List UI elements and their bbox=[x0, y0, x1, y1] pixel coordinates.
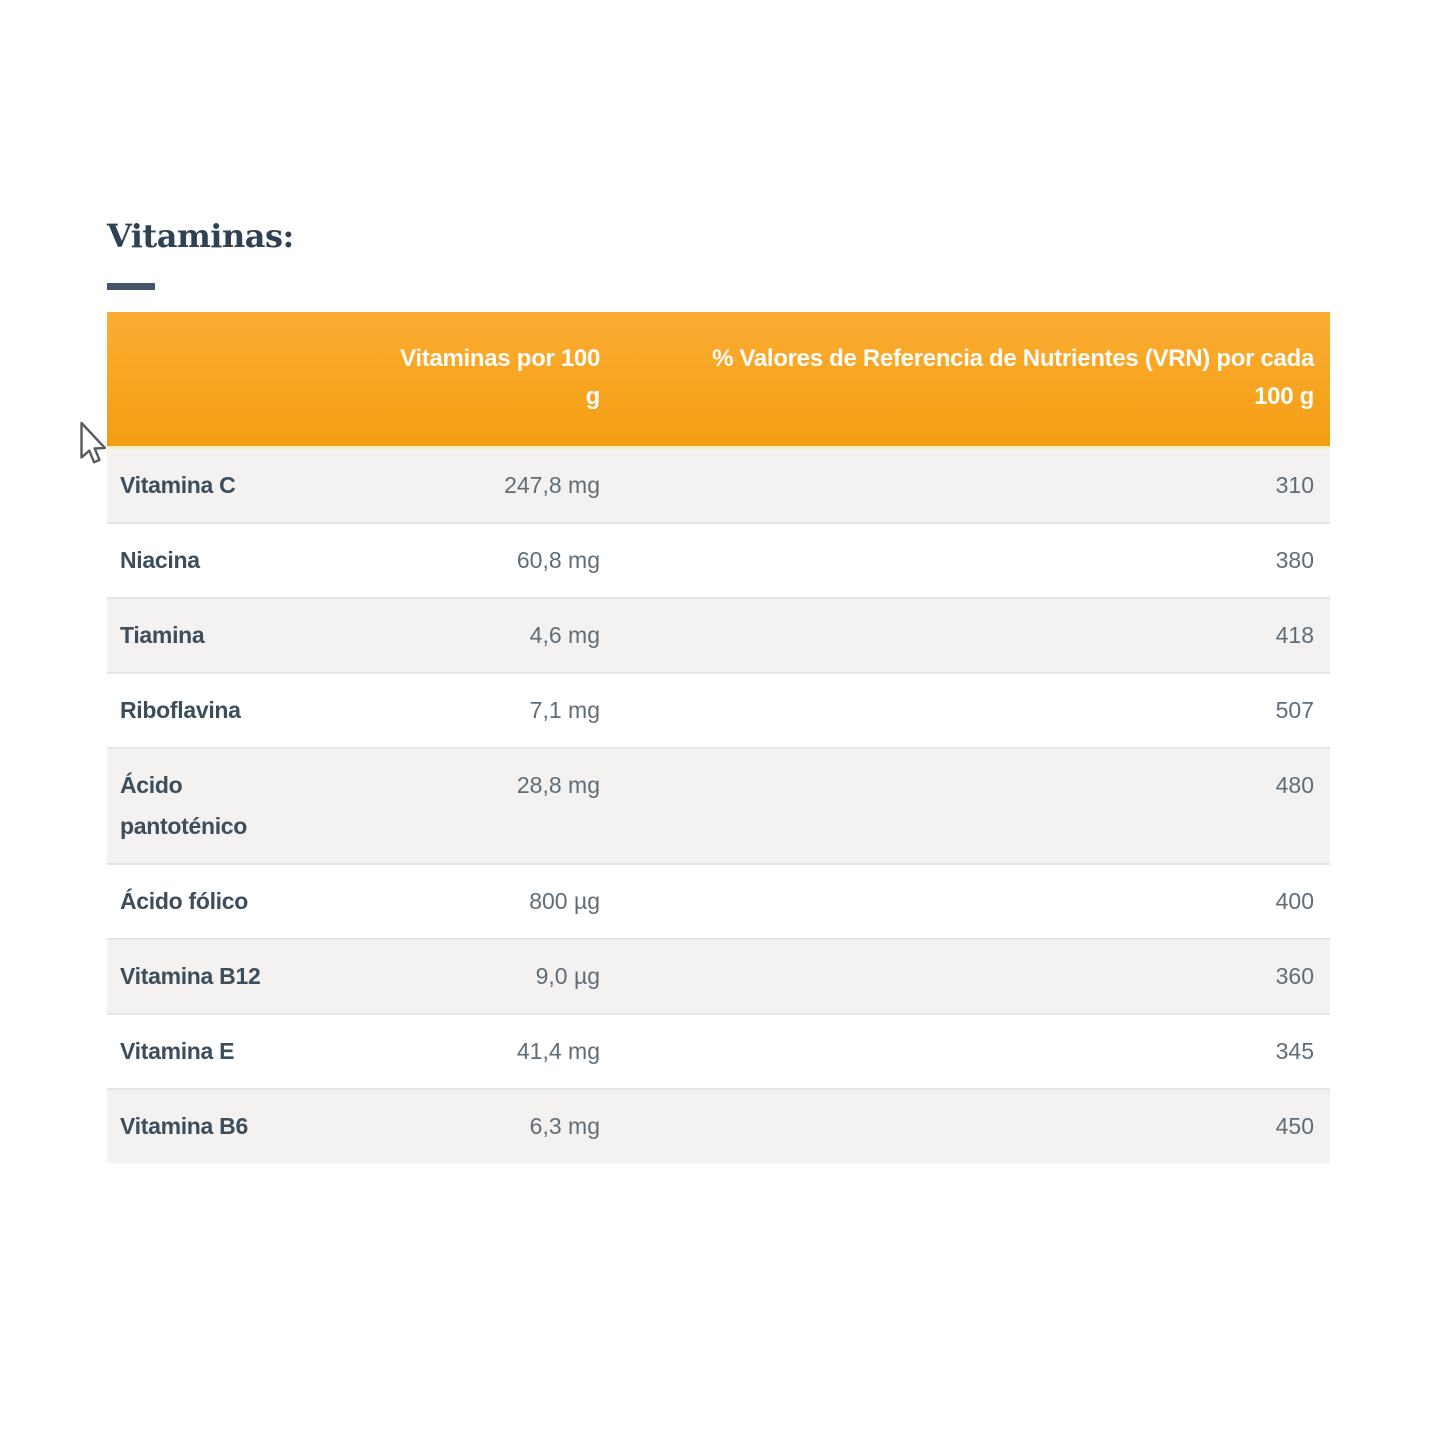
vitamins-table-body: Vitamina C 247,8 mg 310 Niacina 60,8 mg … bbox=[107, 445, 1330, 1163]
table-row: Tiamina 4,6 mg 418 bbox=[107, 596, 1330, 672]
table-row: Niacina 60,8 mg 380 bbox=[107, 521, 1330, 597]
vitamin-vrn-cell: 380 bbox=[600, 521, 1330, 597]
vitamin-name-cell: Vitamina C bbox=[107, 445, 357, 522]
vitamin-name-cell: Niacina bbox=[107, 521, 357, 597]
vitamin-vrn-cell: 418 bbox=[600, 596, 1330, 672]
vitamins-table: Vitaminas por 100 g % Valores de Referen… bbox=[107, 311, 1330, 1163]
vitamin-name-cell: Vitamina B6 bbox=[107, 1087, 357, 1163]
vitamin-vrn-cell: 450 bbox=[600, 1087, 1330, 1163]
vitamin-name-cell: Tiamina bbox=[107, 596, 357, 672]
table-row: Vitamina B12 9,0 µg 360 bbox=[107, 937, 1330, 1013]
vitamin-vrn-cell: 480 bbox=[600, 746, 1330, 863]
vitamin-vrn-cell: 345 bbox=[600, 1012, 1330, 1088]
header-cell-vrn-per-100g: % Valores de Referencia de Nutrientes (V… bbox=[600, 311, 1330, 446]
vitamin-vrn-cell: 507 bbox=[600, 671, 1330, 747]
vitamin-name-cell: Ácido fólico bbox=[107, 862, 357, 938]
mouse-cursor-icon bbox=[80, 421, 107, 464]
table-row: Riboflavina 7,1 mg 507 bbox=[107, 671, 1330, 747]
vitamin-amount-cell: 9,0 µg bbox=[357, 937, 600, 1013]
vitamin-vrn-cell: 360 bbox=[600, 937, 1330, 1013]
vitamin-amount-cell: 28,8 mg bbox=[357, 746, 600, 863]
vitamin-vrn-cell: 400 bbox=[600, 862, 1330, 938]
header-cell-amount-per-100g: Vitaminas por 100 g bbox=[357, 311, 600, 446]
header-row: Vitaminas por 100 g % Valores de Referen… bbox=[107, 311, 1330, 446]
vitamin-amount-cell: 41,4 mg bbox=[357, 1012, 600, 1088]
vitamin-name-cell: Riboflavina bbox=[107, 671, 357, 747]
table-row: Vitamina C 247,8 mg 310 bbox=[107, 445, 1330, 522]
table-row: Vitamina B6 6,3 mg 450 bbox=[107, 1087, 1330, 1163]
vitamin-amount-cell: 6,3 mg bbox=[357, 1087, 600, 1163]
page-title: Vitaminas: bbox=[107, 217, 294, 255]
vitamin-vrn-cell: 310 bbox=[600, 445, 1330, 522]
vitamin-amount-cell: 247,8 mg bbox=[357, 445, 600, 522]
header-cell-name bbox=[107, 311, 357, 446]
table-row: Vitamina E 41,4 mg 345 bbox=[107, 1012, 1330, 1088]
title-underline-dash bbox=[107, 282, 155, 290]
table-row: Ácido pantoténico 28,8 mg 480 bbox=[107, 746, 1330, 863]
vitamin-name-cell: Vitamina B12 bbox=[107, 937, 357, 1013]
table-row: Ácido fólico 800 µg 400 bbox=[107, 862, 1330, 938]
vitamins-section: Vitaminas: Vitaminas por 100 g % Valores… bbox=[107, 218, 1330, 1163]
vitamin-name-cell: Vitamina E bbox=[107, 1012, 357, 1088]
vitamins-table-header: Vitaminas por 100 g % Valores de Referen… bbox=[107, 311, 1330, 446]
vitamin-amount-cell: 60,8 mg bbox=[357, 521, 600, 597]
vitamin-amount-cell: 4,6 mg bbox=[357, 596, 600, 672]
vitamin-amount-cell: 800 µg bbox=[357, 862, 600, 938]
vitamin-name-cell: Ácido pantoténico bbox=[107, 746, 357, 863]
vitamin-amount-cell: 7,1 mg bbox=[357, 671, 600, 747]
